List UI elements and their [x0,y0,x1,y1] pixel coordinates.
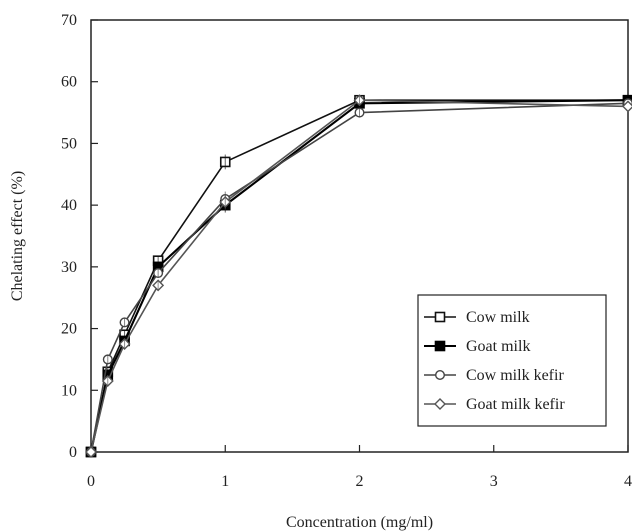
legend-marker-2 [435,370,446,381]
axes-layer: 0 10 20 30 40 50 60 70 0 1 2 3 4 [61,12,632,490]
series-3-goat-milk-kefir [85,94,632,458]
legend-layer: Cow milk Goat milk Cow milk kefir Goat milk… [417,294,607,427]
legend-item-3: Goat milk kefir [424,396,565,413]
legend-label-0: Cow milk [466,309,530,326]
legend-marker-3 [434,398,446,410]
y-tick-label-6: 60 [61,74,77,91]
y-tick-label-7: 70 [61,12,77,29]
legend-label-2: Cow milk kefir [466,367,564,384]
legend-marker-1 [434,340,446,352]
x-tick-label-1: 1 [221,473,229,490]
y-axis-title: Chelating effect (%) [9,171,26,301]
x-axis-title: Concentration (mg/ml) [286,514,433,531]
x-tick-label-0: 0 [87,473,95,490]
data-point-3-0 [85,446,97,458]
y-tick-label-2: 20 [61,321,77,338]
y-tick-label-5: 50 [61,135,77,152]
legend-label-1: Goat milk [466,338,530,355]
x-tick-label-3: 3 [490,473,498,490]
x-tick-label-4: 4 [624,473,632,490]
y-tick-label-0: 0 [69,444,77,461]
data-point-3-6 [622,100,632,113]
legend-marker-0 [434,311,446,323]
y-tick-label-3: 30 [61,259,77,276]
series-layer [85,94,632,458]
legend-item-0: Cow milk [424,309,530,326]
legend-label-3: Goat milk kefir [466,396,565,413]
x-tick-label-2: 2 [356,473,364,490]
y-tick-label-1: 10 [61,382,77,399]
legend-item-1: Goat milk [424,338,530,355]
legend-item-2: Cow milk kefir [424,367,564,384]
y-tick-label-4: 40 [61,197,77,214]
